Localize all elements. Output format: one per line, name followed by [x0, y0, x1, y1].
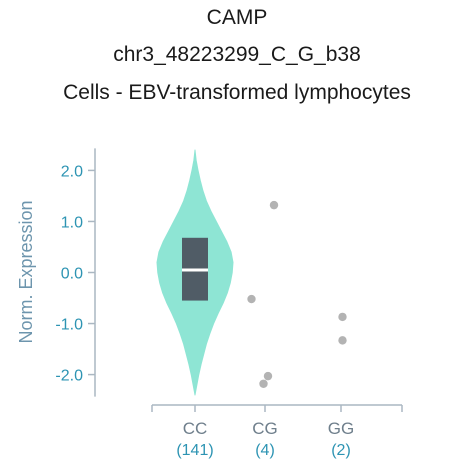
sample-count-label: (141)	[176, 442, 213, 459]
x-tick-label: CG	[252, 419, 278, 438]
chart-title-variant: chr3_48223299_C_G_b38	[113, 43, 361, 66]
y-axis: 2.0 1.0 0.0 -1.0 -2.0	[55, 148, 96, 397]
y-axis-label: Norm. Expression	[16, 200, 36, 343]
data-point-cg	[269, 200, 279, 210]
chart-title-gene: CAMP	[206, 6, 268, 29]
data-point-cg	[263, 371, 273, 381]
sample-count-label: (4)	[255, 442, 275, 459]
y-tick-label: 1.0	[61, 214, 83, 231]
y-tick-label: -2.0	[55, 368, 83, 385]
boxes-layer	[182, 237, 208, 301]
points-layer	[247, 200, 347, 388]
data-point-gg	[338, 336, 347, 345]
chart-title-tissue: Cells - EBV-transformed lymphocytes	[63, 81, 411, 104]
data-point-cg	[259, 379, 268, 388]
data-point-gg	[338, 312, 347, 322]
data-point-cg	[247, 294, 256, 304]
y-tick-label: 2.0	[61, 163, 83, 180]
x-tick-label: GG	[328, 419, 354, 438]
x-tick-label: CC	[183, 419, 208, 438]
x-axis: CC (141) CG (4) GG (2)	[151, 404, 403, 459]
y-tick-label: 0.0	[61, 266, 83, 283]
sample-count-label: (2)	[331, 442, 351, 459]
y-tick-label: -1.0	[55, 317, 83, 334]
